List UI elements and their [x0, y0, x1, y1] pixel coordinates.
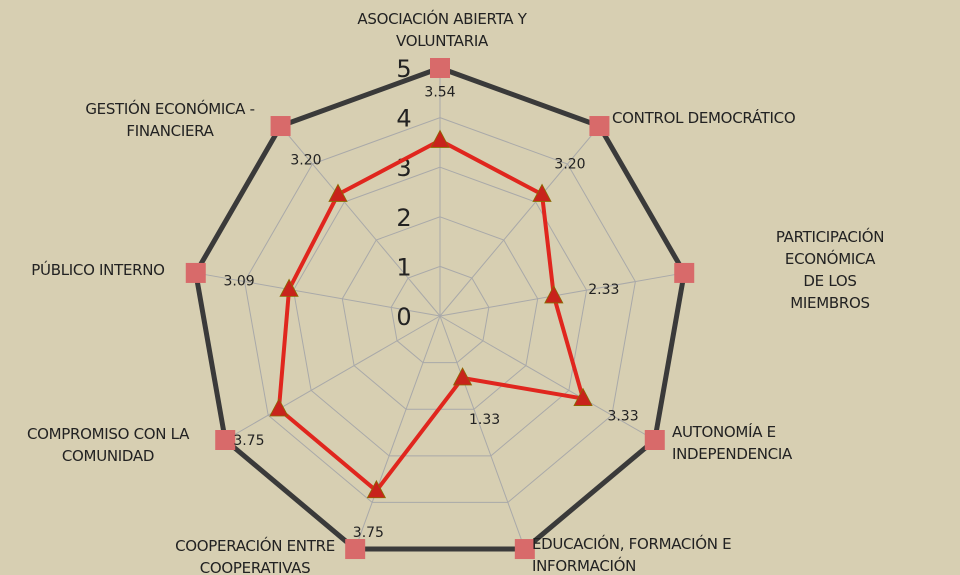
category-label: ASOCIACIÓN ABIERTA Y VOLUNTARIA [357, 10, 527, 50]
data-label: 3.75 [353, 525, 384, 541]
spoke [439, 125, 600, 317]
spoke [439, 315, 656, 441]
series-line [193, 65, 687, 552]
marker [589, 116, 610, 137]
marker [430, 129, 450, 148]
category-label: PARTICIPACIÓN ECONÓMICA DE LOS MIEMBROS [775, 228, 885, 312]
marker [573, 387, 593, 406]
category-label: PÚBLICO INTERNO [31, 261, 165, 279]
marker [345, 539, 366, 560]
tick-label: 5 [396, 55, 411, 83]
category-label: GESTIÓN ECONÓMICA - FINANCIERA [85, 100, 255, 140]
data-label: 3.75 [233, 433, 264, 449]
tick-label: 0 [396, 303, 411, 331]
spoke [354, 315, 441, 550]
category-label: CONTROL DEMOCRÁTICO [612, 109, 796, 127]
spoke [224, 315, 441, 441]
marker [328, 183, 348, 202]
category-label: EDUCACIÓN, FORMACIÓN E INFORMACIÓN [532, 535, 732, 575]
marker [514, 539, 535, 560]
marker [644, 430, 665, 450]
marker [215, 430, 236, 450]
tick-label: 4 [396, 105, 411, 133]
marker [366, 479, 387, 499]
tick-label: 2 [396, 204, 411, 232]
marker [452, 367, 473, 386]
data-label: 3.20 [554, 156, 585, 172]
marker [430, 58, 450, 78]
data-label: 3.54 [424, 84, 455, 100]
grid-ring [292, 166, 588, 457]
category-label: AUTONOMÍA E INDEPENDENCIA [672, 423, 792, 463]
series-line [276, 138, 586, 493]
grid-ring [244, 117, 636, 503]
spoke [439, 315, 526, 550]
marker [185, 262, 206, 283]
marker [532, 183, 552, 202]
marker [279, 278, 299, 297]
data-label: 3.20 [290, 152, 321, 168]
data-label: 1.33 [469, 412, 500, 428]
grid-ring [390, 265, 490, 364]
data-label: 2.33 [588, 282, 619, 298]
data-label: 3.33 [607, 409, 638, 425]
marker [674, 262, 695, 283]
category-label: COOPERACIÓN ENTRE COOPERATIVAS [175, 537, 335, 575]
marker [270, 116, 291, 137]
spoke [195, 272, 441, 317]
marker [269, 398, 289, 417]
spoke [280, 125, 441, 317]
data-label: 3.09 [223, 273, 254, 289]
marker [544, 285, 564, 304]
category-label: COMPROMISO CON LA COMUNIDAD [26, 425, 190, 465]
spoke [439, 272, 685, 317]
tick-label: 1 [396, 253, 411, 281]
